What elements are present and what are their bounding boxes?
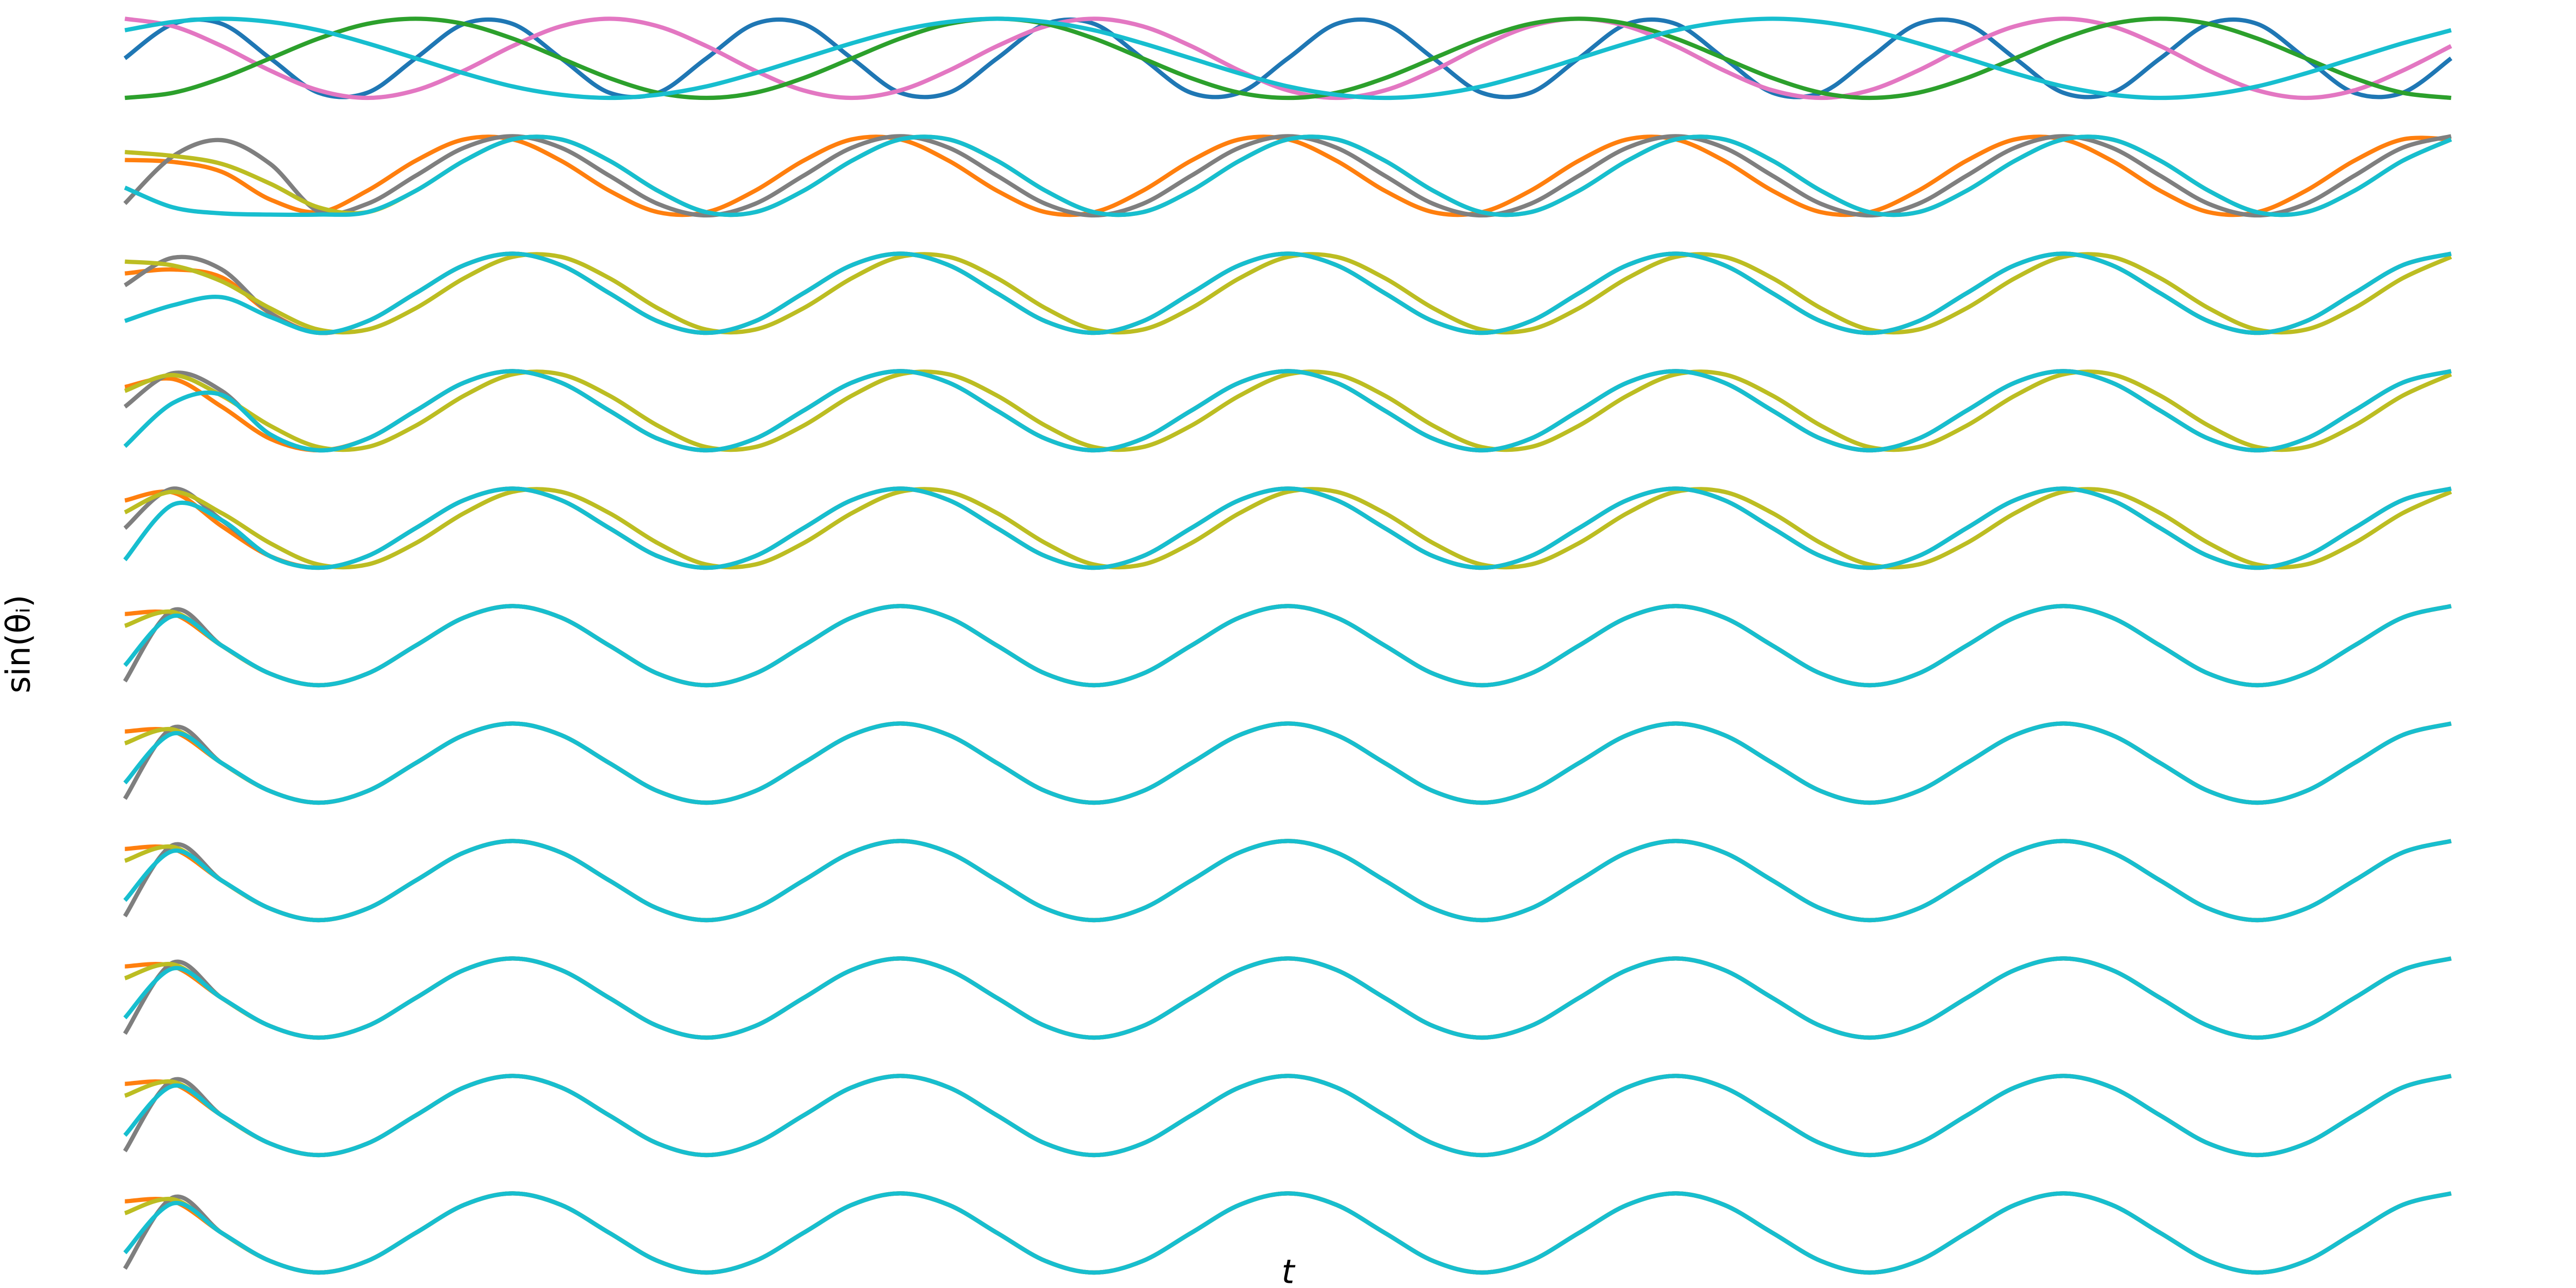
oscillator-line: [123, 839, 2452, 923]
oscillator-line: [123, 17, 2453, 99]
oscillator-line: [124, 604, 2452, 688]
oscillator-line: [124, 251, 2452, 335]
oscillator-line: [124, 16, 2452, 100]
oscillator-line: [125, 721, 2452, 805]
oscillator-line: [123, 134, 2452, 218]
oscillator-line: [123, 1074, 2452, 1158]
oscillator-line: [124, 16, 2452, 100]
oscillator-line: [123, 369, 2452, 453]
oscillator-line: [125, 839, 2452, 923]
oscillator-line: [124, 721, 2452, 805]
oscillator-line: [125, 1074, 2452, 1158]
oscillator-line: [123, 486, 2452, 570]
oscillator-line: [124, 487, 2452, 570]
oscillator-line: [125, 134, 2451, 217]
oscillator-line: [123, 604, 2452, 688]
oscillator-line: [123, 721, 2452, 805]
oscillator-line: [123, 486, 2452, 570]
oscillator-line: [124, 839, 2452, 923]
x-axis-label: t: [1281, 1253, 1295, 1288]
oscillator-line: [123, 721, 2452, 805]
oscillator-line: [124, 369, 2452, 453]
oscillator-line: [123, 1191, 2452, 1275]
oscillator-line: [124, 16, 2452, 100]
oscillator-line: [125, 252, 2452, 335]
y-axis-label: sin(θᵢ): [0, 595, 38, 693]
oscillator-line: [125, 134, 2452, 217]
oscillator-line: [123, 604, 2452, 688]
oscillator-line: [124, 486, 2452, 570]
oscillator-line: [124, 369, 2452, 452]
oscillator-line: [125, 956, 2452, 1040]
oscillator-line: [123, 369, 2452, 453]
oscillator-line: [124, 251, 2452, 335]
oscillator-line: [124, 956, 2452, 1040]
oscillator-line: [124, 134, 2452, 217]
oscillator-line: [124, 1074, 2452, 1158]
oscillator-line: [124, 251, 2452, 335]
oscillator-line: [123, 956, 2452, 1040]
oscillator-line: [123, 956, 2452, 1040]
oscillator-line: [125, 604, 2452, 688]
oscillator-line: [123, 1074, 2452, 1158]
oscillator-line: [123, 839, 2452, 923]
